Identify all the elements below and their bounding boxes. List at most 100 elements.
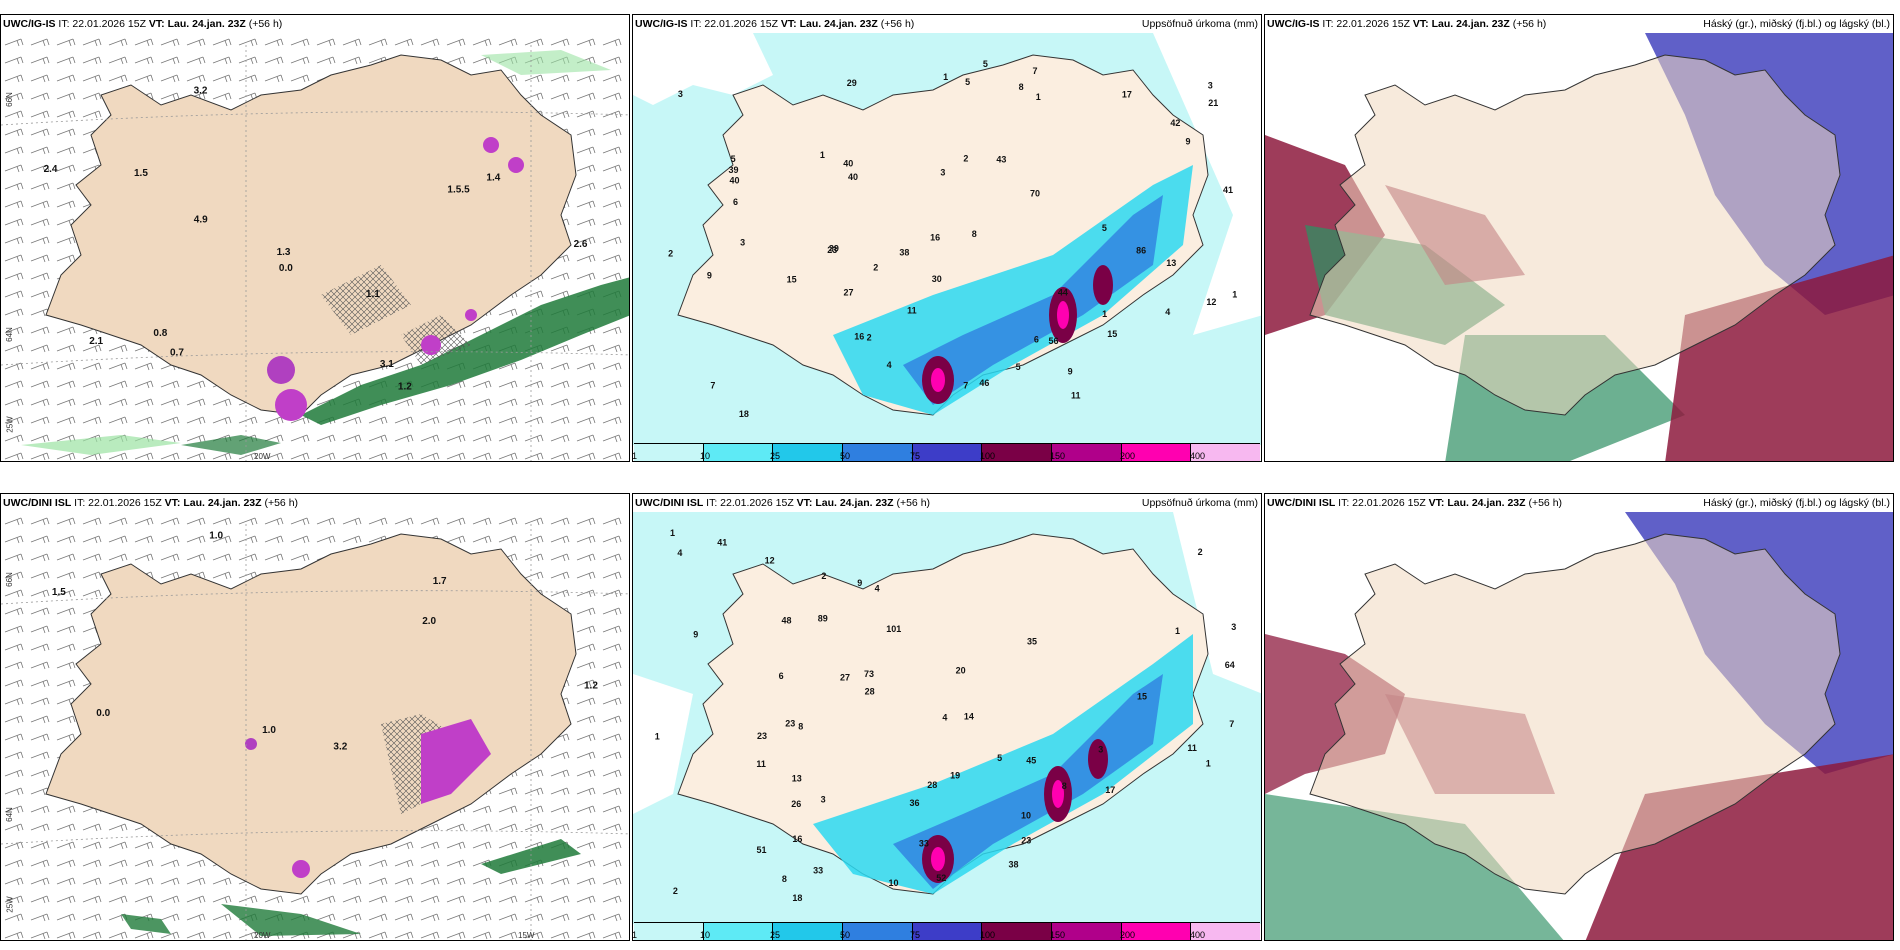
map-panel-bottom-left: UWC/DINI ISL IT: 22.01.2026 15Z VT: Lau.…: [0, 493, 630, 941]
map-value-label: 56: [1049, 336, 1059, 346]
map-value-label: 9: [1186, 137, 1191, 147]
map-value-label: 20: [956, 665, 966, 675]
map-value-label: 2: [1198, 547, 1203, 557]
map-value-label: 1.5: [52, 587, 66, 598]
map-value-label: 0.0: [279, 263, 293, 274]
map-value-label: 1: [670, 528, 675, 538]
panel-right-title: Uppsöfnuð úrkoma (mm): [1141, 18, 1258, 30]
map-value-label: 2.6: [574, 239, 588, 250]
map-value-label: 6: [1034, 335, 1039, 345]
map-value-label: 36: [910, 798, 920, 808]
map-value-label: 13: [792, 773, 802, 783]
lat-label: 66N: [4, 92, 14, 107]
map-value-label: 3.2: [194, 86, 208, 97]
map-value-label: 42: [1170, 118, 1180, 128]
map-value-label: 5: [1102, 223, 1107, 233]
map-value-label: 3: [678, 89, 683, 99]
map-value-label: 38: [1009, 860, 1019, 870]
map-value-label: 70: [1030, 189, 1040, 199]
map-value-label: 9: [693, 630, 698, 640]
map-value-label: 11: [1071, 390, 1081, 400]
map-value-label: 46: [979, 378, 989, 388]
map-value-label: 5: [731, 154, 736, 164]
map-value-label: 1: [1206, 759, 1211, 769]
panel-right-title: Háský (gr.), miðský (fj.bl.) og lágský (…: [1703, 18, 1890, 30]
map-value-label: 2: [673, 886, 678, 896]
map-value-label: 3: [1208, 80, 1213, 90]
map-value-label: 23: [1021, 835, 1031, 845]
map-value-label: 89: [818, 613, 828, 623]
map-value-label: 40: [843, 159, 853, 169]
map-value-label: 10: [889, 878, 899, 888]
map-value-label: 1: [1102, 309, 1107, 319]
map-value-label: 3.2: [333, 742, 347, 753]
map-value-label: 1.3: [277, 247, 291, 258]
map-value-label: 13: [1166, 258, 1176, 268]
map-value-label: 1.2: [584, 680, 598, 691]
lon-label: 20W: [254, 452, 271, 461]
colorbar-labels-bottom: 1 10 25 50 75 100 150 200 400: [632, 930, 1206, 940]
map-value-label: 1: [820, 150, 825, 160]
panel-title: UWC/IG-IS IT: 22.01.2026 15Z VT: Lau. 24…: [635, 18, 915, 30]
map-value-label: 1.7: [433, 576, 447, 587]
map-panel-bottom-right: UWC/DINI ISL IT: 22.01.2026 15Z VT: Lau.…: [1264, 493, 1894, 941]
map-value-label: 2: [821, 571, 826, 581]
map-value-label: 18: [739, 409, 749, 419]
map-value-label: 12: [765, 556, 775, 566]
map-panel-top-right: UWC/IG-IS IT: 22.01.2026 15Z VT: Lau. 24…: [1264, 14, 1894, 462]
map-value-label: 17: [1122, 89, 1132, 99]
map-value-label: 9: [707, 271, 712, 281]
map-value-label: 2.1: [89, 336, 103, 347]
map-value-label: 33: [919, 838, 929, 848]
map-value-label: 23: [785, 719, 795, 729]
lon-label: 20W: [254, 931, 271, 940]
map-value-label: 7: [1033, 66, 1038, 76]
map-panel-bottom-middle: UWC/DINI ISL IT: 22.01.2026 15Z VT: Lau.…: [632, 493, 1262, 941]
map-value-label: 1: [1232, 290, 1237, 300]
map-value-label: 4.9: [194, 215, 208, 226]
map-value-label: 101: [886, 624, 901, 634]
map-value-label: 16: [792, 834, 802, 844]
panel-title: UWC/DINI ISL IT: 22.01.2026 15Z VT: Lau.…: [3, 497, 299, 509]
map-value-label: 5: [1016, 362, 1021, 372]
map-value-label: 30: [932, 274, 942, 284]
lat-label: 64N: [4, 327, 14, 342]
map-value-label: 38: [899, 247, 909, 257]
map-value-label: 5: [997, 753, 1002, 763]
map-value-label: 6: [779, 671, 784, 681]
map-value-label: 45: [1026, 756, 1036, 766]
map-value-label: 28: [927, 780, 937, 790]
map-value-label: 1.0: [262, 725, 276, 736]
map-value-label: 1: [943, 72, 948, 82]
map-value-label: 4: [887, 360, 892, 370]
map-value-label: 28: [865, 687, 875, 697]
map-value-label: 29: [847, 78, 857, 88]
lon-label: 15W: [518, 931, 535, 940]
map-value-label: 3: [740, 237, 745, 247]
map-value-label: 27: [840, 673, 850, 683]
map-value-label: 1.2: [398, 382, 412, 393]
map-value-label: 3: [940, 168, 945, 178]
map-value-label: 3: [821, 794, 826, 804]
map-value-label: 40: [730, 175, 740, 185]
map-value-label: 1: [1175, 626, 1180, 636]
map-value-label: 14: [964, 711, 974, 721]
map-value-label: 18: [792, 893, 802, 903]
map-value-label: 4: [1165, 307, 1170, 317]
map-value-label: 2: [867, 333, 872, 343]
map-value-label: 1.0: [209, 531, 223, 542]
map-value-label: 15: [1137, 692, 1147, 702]
map-value-label: 23: [757, 731, 767, 741]
map-value-label: 8: [1019, 82, 1024, 92]
colorbar-labels-top: 1 10 25 50 75 100 150 200 400: [632, 451, 1206, 461]
map-value-label: 5: [965, 77, 970, 87]
map-value-label: 86: [1136, 245, 1146, 255]
map-value-label: 4: [677, 548, 682, 558]
map-value-label: 35: [1027, 637, 1037, 647]
panel-right-title: Háský (gr.), miðský (fj.bl.) og lágský (…: [1703, 497, 1890, 509]
map-value-label: 64: [1225, 660, 1235, 670]
map-value-label: 2: [668, 249, 673, 259]
map-value-label: 48: [782, 616, 792, 626]
panel-title: UWC/IG-IS IT: 22.01.2026 15Z VT: Lau. 24…: [3, 18, 283, 30]
map-value-label: 3.1: [380, 359, 394, 370]
